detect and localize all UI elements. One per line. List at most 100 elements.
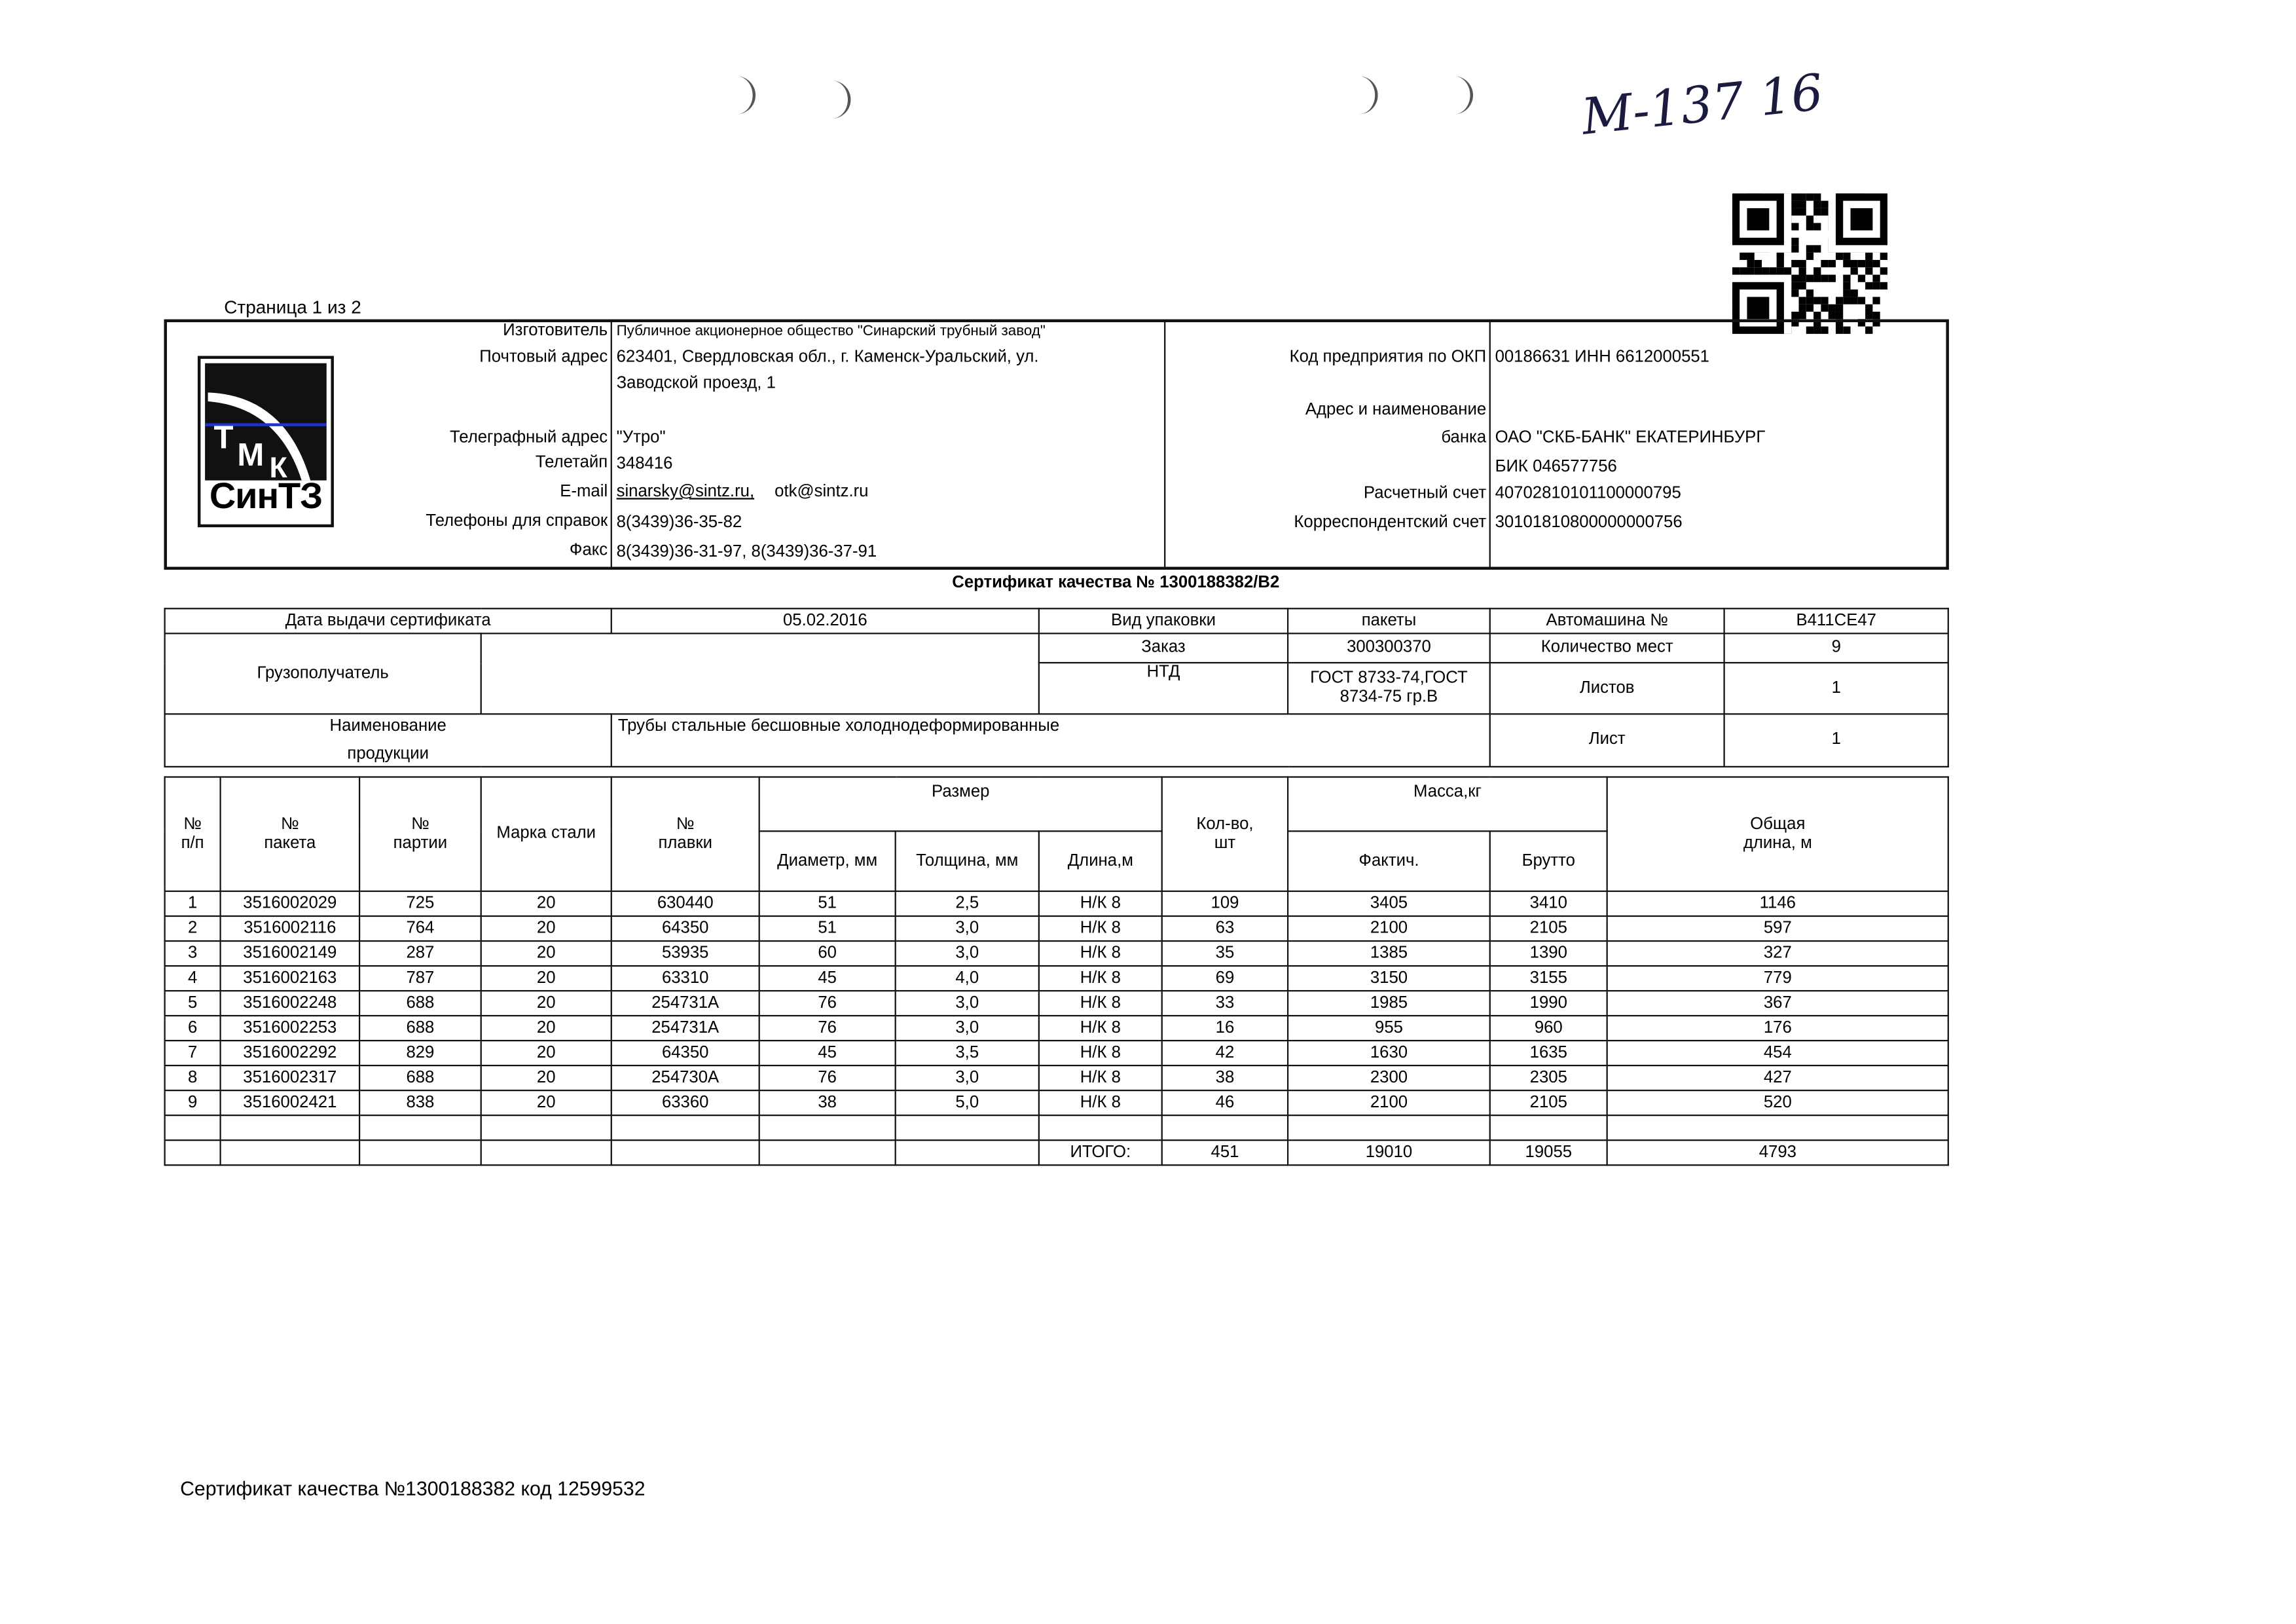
corr-account: 30101810800000000756 [1495, 514, 1683, 532]
table-cell: 109 [1161, 890, 1289, 917]
table-row: 5 3516002248 688 20 254731А 76 3,0 Н/К 8 33 1985 1… [164, 989, 1950, 1017]
divider [1489, 320, 1491, 568]
table-cell [1489, 1115, 1608, 1141]
table-cell: 688 [358, 1014, 482, 1042]
fax: 8(3439)36-31-97, 8(3439)36-37-91 [616, 543, 877, 561]
table-cell: 367 [1606, 989, 1950, 1017]
table-cell: 3405 [1287, 890, 1491, 917]
table-cell: 3516002149 [219, 940, 361, 967]
header-steel: Марка стали [480, 776, 612, 893]
table-cell: 20 [480, 915, 612, 942]
table-cell: 46 [1161, 1090, 1289, 1116]
table-cell: 5 [164, 989, 221, 1017]
table-cell: 20 [480, 965, 612, 992]
table-cell: 33 [1161, 989, 1289, 1017]
table-cell [1606, 1115, 1950, 1141]
table-cell: 3,0 [894, 989, 1040, 1017]
product-label-2: продукции [347, 745, 429, 763]
table-cell: 838 [358, 1090, 482, 1116]
header-batch: № партии [358, 776, 482, 893]
table-cell: 4 [164, 965, 221, 992]
table-cell: 427 [1606, 1065, 1950, 1092]
total-row: ИТОГО: 451 19010 19055 4793 [164, 1139, 1950, 1166]
sheets-label: Листов [1489, 661, 1725, 715]
table-row: 2 3516002116 764 20 64350 51 3,0 Н/К 8 63 2100 210… [164, 915, 1950, 942]
header-qty: Кол-во, шт [1161, 776, 1289, 893]
teletype: 348416 [616, 455, 673, 473]
table-cell: 3,0 [894, 1065, 1040, 1092]
table-cell: 2,5 [894, 890, 1040, 917]
table-cell [1038, 1115, 1163, 1141]
header-thickness: Толщина, мм [894, 830, 1040, 893]
table-cell [1287, 1115, 1491, 1141]
phones: 8(3439)36-35-82 [616, 514, 742, 532]
table-row: 3 3516002149 287 20 53935 60 3,0 Н/К 8 35 1385 139… [164, 940, 1950, 967]
table-cell: 2100 [1287, 915, 1491, 942]
total-label: ИТОГО: [1038, 1139, 1163, 1166]
punch-hole [828, 81, 851, 119]
table-cell: 3,0 [894, 1014, 1040, 1042]
table-cell: 1985 [1287, 989, 1491, 1017]
truck-number: В411СЕ47 [1723, 608, 1949, 635]
postal-address-2: Заводской проезд, 1 [616, 375, 776, 393]
table-cell: 3516002421 [219, 1090, 361, 1116]
table-cell: 520 [1606, 1090, 1950, 1116]
table-cell [219, 1115, 361, 1141]
table-cell: 16 [1161, 1014, 1289, 1042]
header-length: Длина,м [1038, 830, 1163, 893]
table-cell: 764 [358, 915, 482, 942]
header-heat: № плавки [610, 776, 760, 893]
table-cell: 779 [1606, 965, 1950, 992]
table-cell: 20 [480, 989, 612, 1017]
table-cell: Н/К 8 [1038, 1014, 1163, 1042]
table-cell: 3155 [1489, 965, 1608, 992]
table-cell: 2300 [1287, 1065, 1491, 1092]
header-gross: Брутто [1489, 830, 1608, 893]
table-cell [894, 1115, 1040, 1141]
punch-hole [1449, 76, 1474, 115]
email-link-1[interactable]: sinarsky@sintz.ru, [616, 483, 755, 501]
email-link-2[interactable]: otk@sintz.ru [774, 483, 869, 501]
table-cell: 454 [1606, 1039, 1950, 1067]
table-cell: 60 [758, 940, 896, 967]
table-cell: 20 [480, 1039, 612, 1067]
table-cell: 3 [164, 940, 221, 967]
label-fax: Факс [569, 542, 608, 560]
certificate-title: Сертификат качества № 1300188382/В2 [952, 574, 1280, 592]
table-cell: 254731А [610, 989, 760, 1017]
table-cell: 1635 [1489, 1039, 1608, 1067]
sheet-label: Лист [1489, 713, 1725, 767]
issue-date-label: Дата выдачи сертификата [164, 608, 612, 635]
header-size: Размер [758, 776, 1163, 832]
table-cell [219, 1139, 361, 1166]
label-manufacturer: Изготовитель [503, 322, 608, 340]
table-cell: 1390 [1489, 940, 1608, 967]
table-cell: 287 [358, 940, 482, 967]
table-cell: 1630 [1287, 1039, 1491, 1067]
total-total-length: 4793 [1606, 1139, 1950, 1166]
table-cell: 3516002163 [219, 965, 361, 992]
table-cell: 1146 [1606, 890, 1950, 917]
punch-hole [1355, 76, 1378, 115]
table-cell: 3516002029 [219, 890, 361, 917]
table-cell: 3150 [1287, 965, 1491, 992]
table-cell: 63 [1161, 915, 1289, 942]
label-phones: Телефоны для справок [426, 512, 608, 530]
issue-date: 05.02.2016 [610, 608, 1040, 635]
order: 300300370 [1287, 633, 1491, 664]
table-cell: 4,0 [894, 965, 1040, 992]
table-cell: 20 [480, 1065, 612, 1092]
table-cell: 35 [1161, 940, 1289, 967]
table-cell: Н/К 8 [1038, 1065, 1163, 1092]
table-cell: 53935 [610, 940, 760, 967]
sheets: 1 [1723, 661, 1949, 715]
label-telegraph: Телеграфный адрес [449, 429, 608, 447]
info-table: Дата выдачи сертификата 05.02.2016 Вид у… [164, 608, 1949, 767]
table-cell: 3516002116 [219, 915, 361, 942]
ntd-label: НТД [1038, 661, 1289, 715]
table-cell: Н/К 8 [1038, 989, 1163, 1017]
table-cell: 955 [1287, 1014, 1491, 1042]
table-cell: 3516002248 [219, 989, 361, 1017]
logo-name: СинТЗ [209, 475, 323, 517]
